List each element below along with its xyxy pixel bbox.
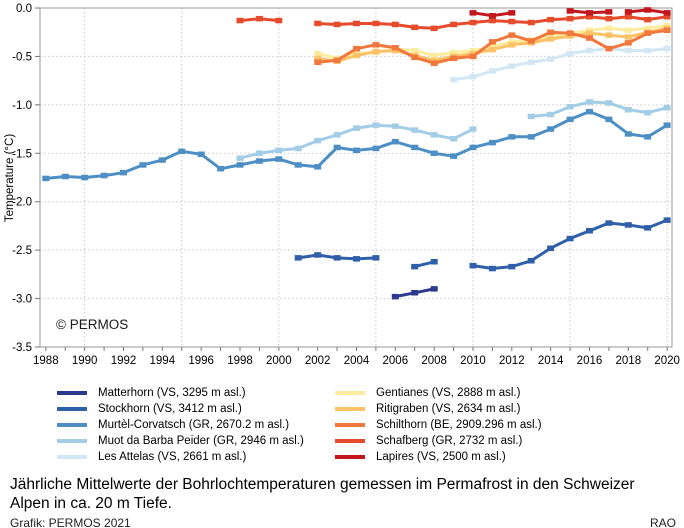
legend-column-right: Gentianes (VS, 2888 m asl.) Ritigraben (V… — [335, 385, 665, 465]
legend-swatch — [335, 407, 365, 411]
legend-swatch — [57, 391, 87, 395]
series-schilthorn — [314, 27, 671, 66]
legend-item: Murtèl-Corvatsch (GR, 2670.2 m asl.) — [57, 417, 335, 433]
svg-text:-1.5: -1.5 — [12, 148, 32, 160]
legend-swatch — [57, 455, 87, 459]
svg-text:2006: 2006 — [383, 355, 409, 367]
legend-item: Muot da Barba Peider (GR, 2946 m asl.) — [57, 433, 335, 449]
svg-text:1996: 1996 — [188, 355, 214, 367]
svg-text:-0.5: -0.5 — [12, 51, 32, 63]
caption-author: RAO — [649, 516, 676, 528]
legend-swatch — [335, 455, 365, 459]
legend-label: Schilthorn (BE, 2909.296 m asl.) — [376, 419, 542, 431]
chart-series — [42, 7, 671, 300]
svg-text:1998: 1998 — [227, 355, 253, 367]
legend-label: Ritigraben (VS, 2634 m asl.) — [376, 403, 521, 415]
svg-text:2004: 2004 — [344, 355, 370, 367]
svg-text:1994: 1994 — [150, 355, 176, 367]
figure-caption: Jährliche Mittelwerte der Bohrlochtemper… — [10, 475, 676, 528]
chart-legend: Matterhorn (VS, 3295 m asl.) Stockhorn (V… — [57, 385, 684, 465]
legend-item: Schilthorn (BE, 2909.296 m asl.) — [335, 417, 665, 433]
svg-text:-2.0: -2.0 — [12, 197, 32, 209]
series-lapires — [469, 7, 671, 19]
legend-item: Les Attelas (VS, 2661 m asl.) — [57, 449, 335, 465]
svg-text:2012: 2012 — [499, 355, 525, 367]
svg-text:-1.0: -1.0 — [12, 100, 32, 112]
svg-text:2016: 2016 — [577, 355, 603, 367]
svg-text:2020: 2020 — [654, 355, 680, 367]
legend-column-left: Matterhorn (VS, 3295 m asl.) Stockhorn (V… — [57, 385, 335, 465]
svg-text:2008: 2008 — [421, 355, 447, 367]
svg-text:2010: 2010 — [460, 355, 486, 367]
series-schafberg — [236, 14, 671, 32]
svg-text:1992: 1992 — [111, 355, 137, 367]
legend-label: Gentianes (VS, 2888 m asl.) — [376, 387, 521, 399]
legend-swatch — [57, 439, 87, 443]
legend-label: Muot da Barba Peider (GR, 2946 m asl.) — [98, 435, 304, 447]
caption-title: Jährliche Mittelwerte der Bohrlochtemper… — [10, 476, 635, 512]
permos-watermark: © PERMOS — [56, 317, 128, 332]
svg-text:0.0: 0.0 — [16, 3, 32, 15]
legend-label: Les Attelas (VS, 2661 m asl.) — [98, 451, 247, 463]
legend-label: Schafberg (GR, 2732 m asl.) — [376, 435, 523, 447]
svg-text:2002: 2002 — [305, 355, 331, 367]
series-matterhorn — [391, 286, 438, 300]
svg-text:1990: 1990 — [72, 355, 98, 367]
legend-item: Gentianes (VS, 2888 m asl.) — [335, 385, 665, 401]
legend-swatch — [335, 439, 365, 443]
legend-label: Matterhorn (VS, 3295 m asl.) — [98, 387, 246, 399]
svg-text:2014: 2014 — [538, 355, 564, 367]
legend-item: Lapires (VS, 2500 m asl.) — [335, 449, 665, 465]
legend-label: Stockhorn (VS, 3412 m asl.) — [98, 403, 242, 415]
series-stockhorn — [294, 217, 671, 272]
legend-item: Stockhorn (VS, 3412 m asl.) — [57, 401, 335, 417]
svg-text:1988: 1988 — [33, 355, 59, 367]
legend-swatch — [335, 391, 365, 395]
svg-text:-3.0: -3.0 — [12, 294, 32, 306]
legend-swatch — [335, 423, 365, 427]
svg-text:2000: 2000 — [266, 355, 292, 367]
caption-credit: Grafik: PERMOS 2021 — [10, 516, 131, 528]
y-axis-title: Temperature (°C) — [4, 134, 16, 222]
legend-swatch — [57, 407, 87, 411]
legend-swatch — [57, 423, 87, 427]
legend-label: Lapires (VS, 2500 m asl.) — [376, 451, 506, 463]
chart-grid — [40, 8, 672, 347]
svg-text:2018: 2018 — [616, 355, 642, 367]
legend-item: Schafberg (GR, 2732 m asl.) — [335, 433, 665, 449]
svg-text:-3.5: -3.5 — [12, 342, 32, 354]
svg-text:-2.5: -2.5 — [12, 245, 32, 257]
series-muot — [236, 99, 671, 161]
legend-item: Matterhorn (VS, 3295 m asl.) — [57, 385, 335, 401]
series-murtèl-corvatsch — [42, 108, 671, 182]
legend-label: Murtèl-Corvatsch (GR, 2670.2 m asl.) — [98, 419, 290, 431]
legend-item: Ritigraben (VS, 2634 m asl.) — [335, 401, 665, 417]
